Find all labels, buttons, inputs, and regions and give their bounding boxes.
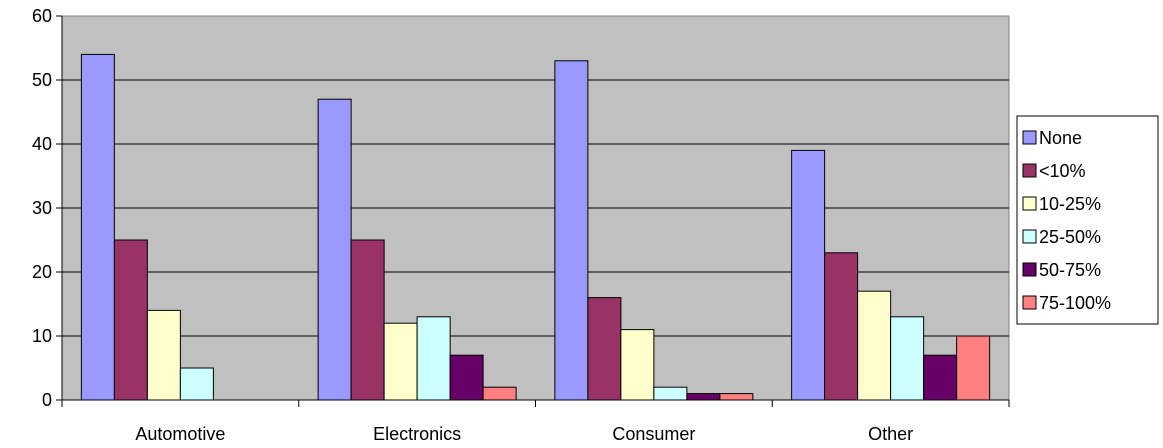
y-tick-label: 10	[32, 326, 52, 346]
legend-swatch-none	[1022, 130, 1037, 145]
y-tick-label: 50	[32, 70, 52, 90]
x-tick-label: Electronics	[373, 424, 461, 444]
y-tick-label: 0	[42, 390, 52, 410]
bar-electronics-75-100pct	[482, 386, 517, 401]
bar-consumer-lt10pct	[587, 297, 622, 401]
legend-label-75-100pct: 75-100%	[1039, 293, 1111, 313]
bar-electronics-10-25pct	[383, 322, 418, 401]
x-tick-label: Other	[868, 424, 913, 444]
x-tick-label: Consumer	[612, 424, 695, 444]
bar-consumer-25-50pct	[653, 386, 688, 401]
legend-box	[1016, 115, 1159, 325]
bar-consumer-none	[554, 60, 589, 401]
legend-swatch-75-100pct	[1022, 295, 1037, 310]
bar-automotive-25-50pct	[179, 367, 214, 401]
bar-electronics-50-75pct	[449, 354, 484, 401]
legend-swatch-10-25pct	[1022, 196, 1037, 211]
legend-swatch-lt10pct	[1022, 163, 1037, 178]
y-tick-label: 20	[32, 262, 52, 282]
bar-other-lt10pct	[824, 252, 859, 401]
y-tick-label: 30	[32, 198, 52, 218]
bar-electronics-25-50pct	[416, 316, 451, 401]
legend-label-10-25pct: 10-25%	[1039, 194, 1101, 214]
bar-electronics-none	[317, 98, 352, 401]
legend-swatch-50-75pct	[1022, 262, 1037, 277]
legend-label-50-75pct: 50-75%	[1039, 260, 1101, 280]
bar-other-50-75pct	[923, 354, 958, 401]
legend-swatch-25-50pct	[1022, 229, 1037, 244]
legend: None <10% 10-25% 25-50% 50-75% 75-100%	[1016, 115, 1159, 325]
y-tick-label: 60	[32, 6, 52, 26]
bar-consumer-10-25pct	[620, 329, 655, 401]
legend-label-25-50pct: 25-50%	[1039, 227, 1101, 247]
legend-label-none: None	[1039, 128, 1082, 148]
bar-automotive-lt10pct	[113, 239, 148, 401]
bars	[80, 53, 991, 401]
bar-other-none	[791, 149, 826, 401]
bar-automotive-none	[80, 53, 115, 401]
x-tick-labels: Automotive Electronics Consumer Other	[135, 424, 913, 444]
x-tick-label: Automotive	[135, 424, 225, 444]
bar-other-75-100pct	[956, 335, 991, 401]
bar-other-25-50pct	[890, 316, 925, 401]
bar-consumer-75-100pct	[719, 393, 754, 401]
y-tick-label: 40	[32, 134, 52, 154]
bar-electronics-lt10pct	[350, 239, 385, 401]
legend-label-lt10pct: <10%	[1039, 161, 1086, 181]
axes	[56, 15, 1010, 407]
bar-consumer-50-75pct	[686, 393, 721, 401]
y-tick-labels: 0 10 20 30 40 50 60	[32, 6, 52, 410]
bar-automotive-10-25pct	[146, 309, 181, 401]
bar-other-10-25pct	[857, 290, 892, 401]
